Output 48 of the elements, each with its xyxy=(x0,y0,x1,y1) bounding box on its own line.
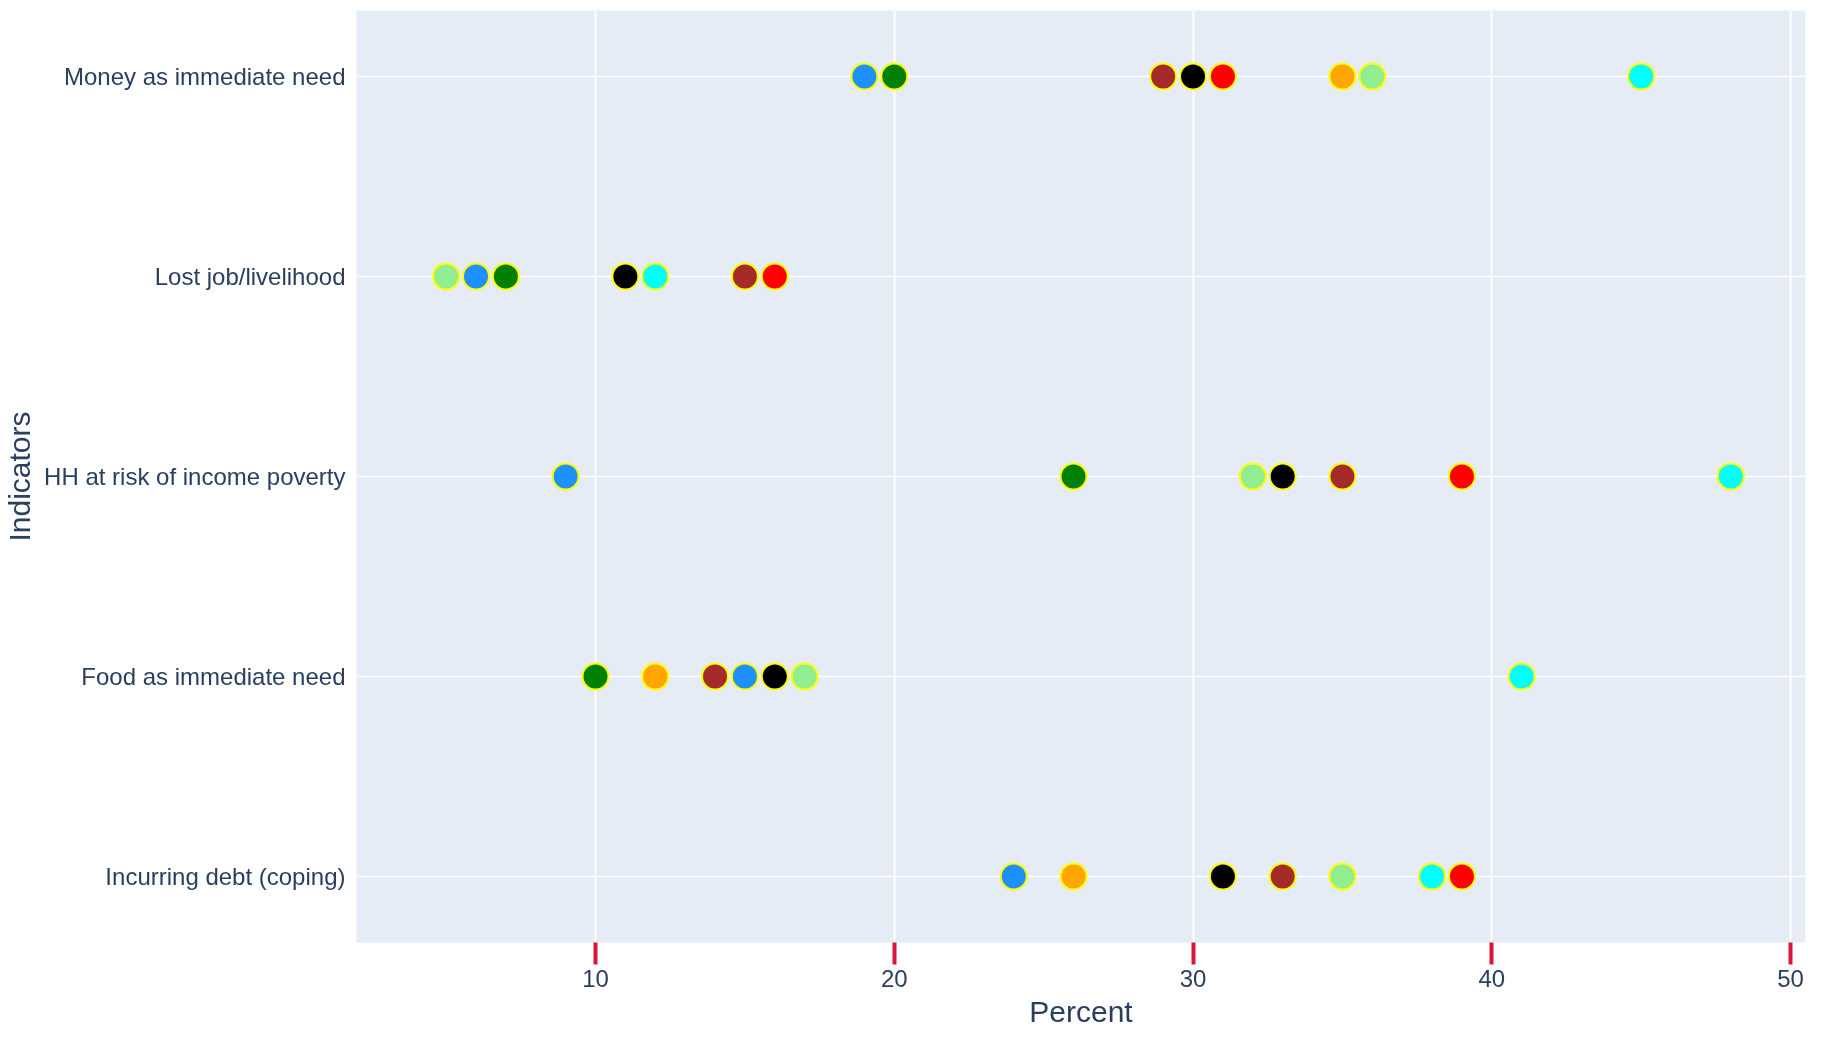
point xyxy=(1358,62,1387,91)
point xyxy=(1627,62,1656,91)
x-tick-label: 20 xyxy=(880,964,908,992)
point xyxy=(432,262,461,291)
point xyxy=(1328,862,1357,891)
point xyxy=(1238,462,1267,491)
point xyxy=(1716,462,1745,491)
y-tick-label: Incurring debt (coping) xyxy=(105,863,346,890)
point xyxy=(850,62,879,91)
x-tick-label: 50 xyxy=(1777,964,1804,992)
point xyxy=(730,662,759,691)
point xyxy=(1268,462,1297,491)
point xyxy=(1268,862,1297,891)
point xyxy=(999,862,1028,891)
point xyxy=(551,462,580,491)
point xyxy=(1059,862,1088,891)
point xyxy=(1447,462,1476,491)
point xyxy=(1208,62,1237,91)
point xyxy=(1328,462,1357,491)
point xyxy=(880,62,909,91)
point xyxy=(491,262,520,291)
point xyxy=(1328,62,1357,91)
point xyxy=(611,262,640,291)
point xyxy=(1208,862,1237,891)
point xyxy=(1179,62,1208,91)
point xyxy=(760,262,789,291)
y-tick-label: HH at risk of income poverty xyxy=(44,463,346,490)
point xyxy=(641,662,670,691)
point xyxy=(701,662,730,691)
point xyxy=(1418,862,1447,891)
point xyxy=(641,262,670,291)
point xyxy=(1149,62,1178,91)
x-tick-label: 30 xyxy=(1179,964,1207,992)
x-axis-title: Percent xyxy=(1029,994,1134,1028)
point xyxy=(462,262,491,291)
point xyxy=(790,662,819,691)
point xyxy=(1507,662,1536,691)
point xyxy=(730,262,759,291)
y-tick-label: Money as immediate need xyxy=(64,63,346,90)
x-tick-label: 10 xyxy=(582,964,609,992)
point xyxy=(760,662,789,691)
point xyxy=(1447,862,1476,891)
y-tick-label: Food as immediate need xyxy=(81,663,346,690)
point xyxy=(581,662,610,691)
point xyxy=(1059,462,1088,491)
y-tick-label: Lost job/livelihood xyxy=(154,263,346,290)
y-axis-title: Indicators xyxy=(3,411,37,542)
x-tick-label: 40 xyxy=(1478,964,1506,992)
